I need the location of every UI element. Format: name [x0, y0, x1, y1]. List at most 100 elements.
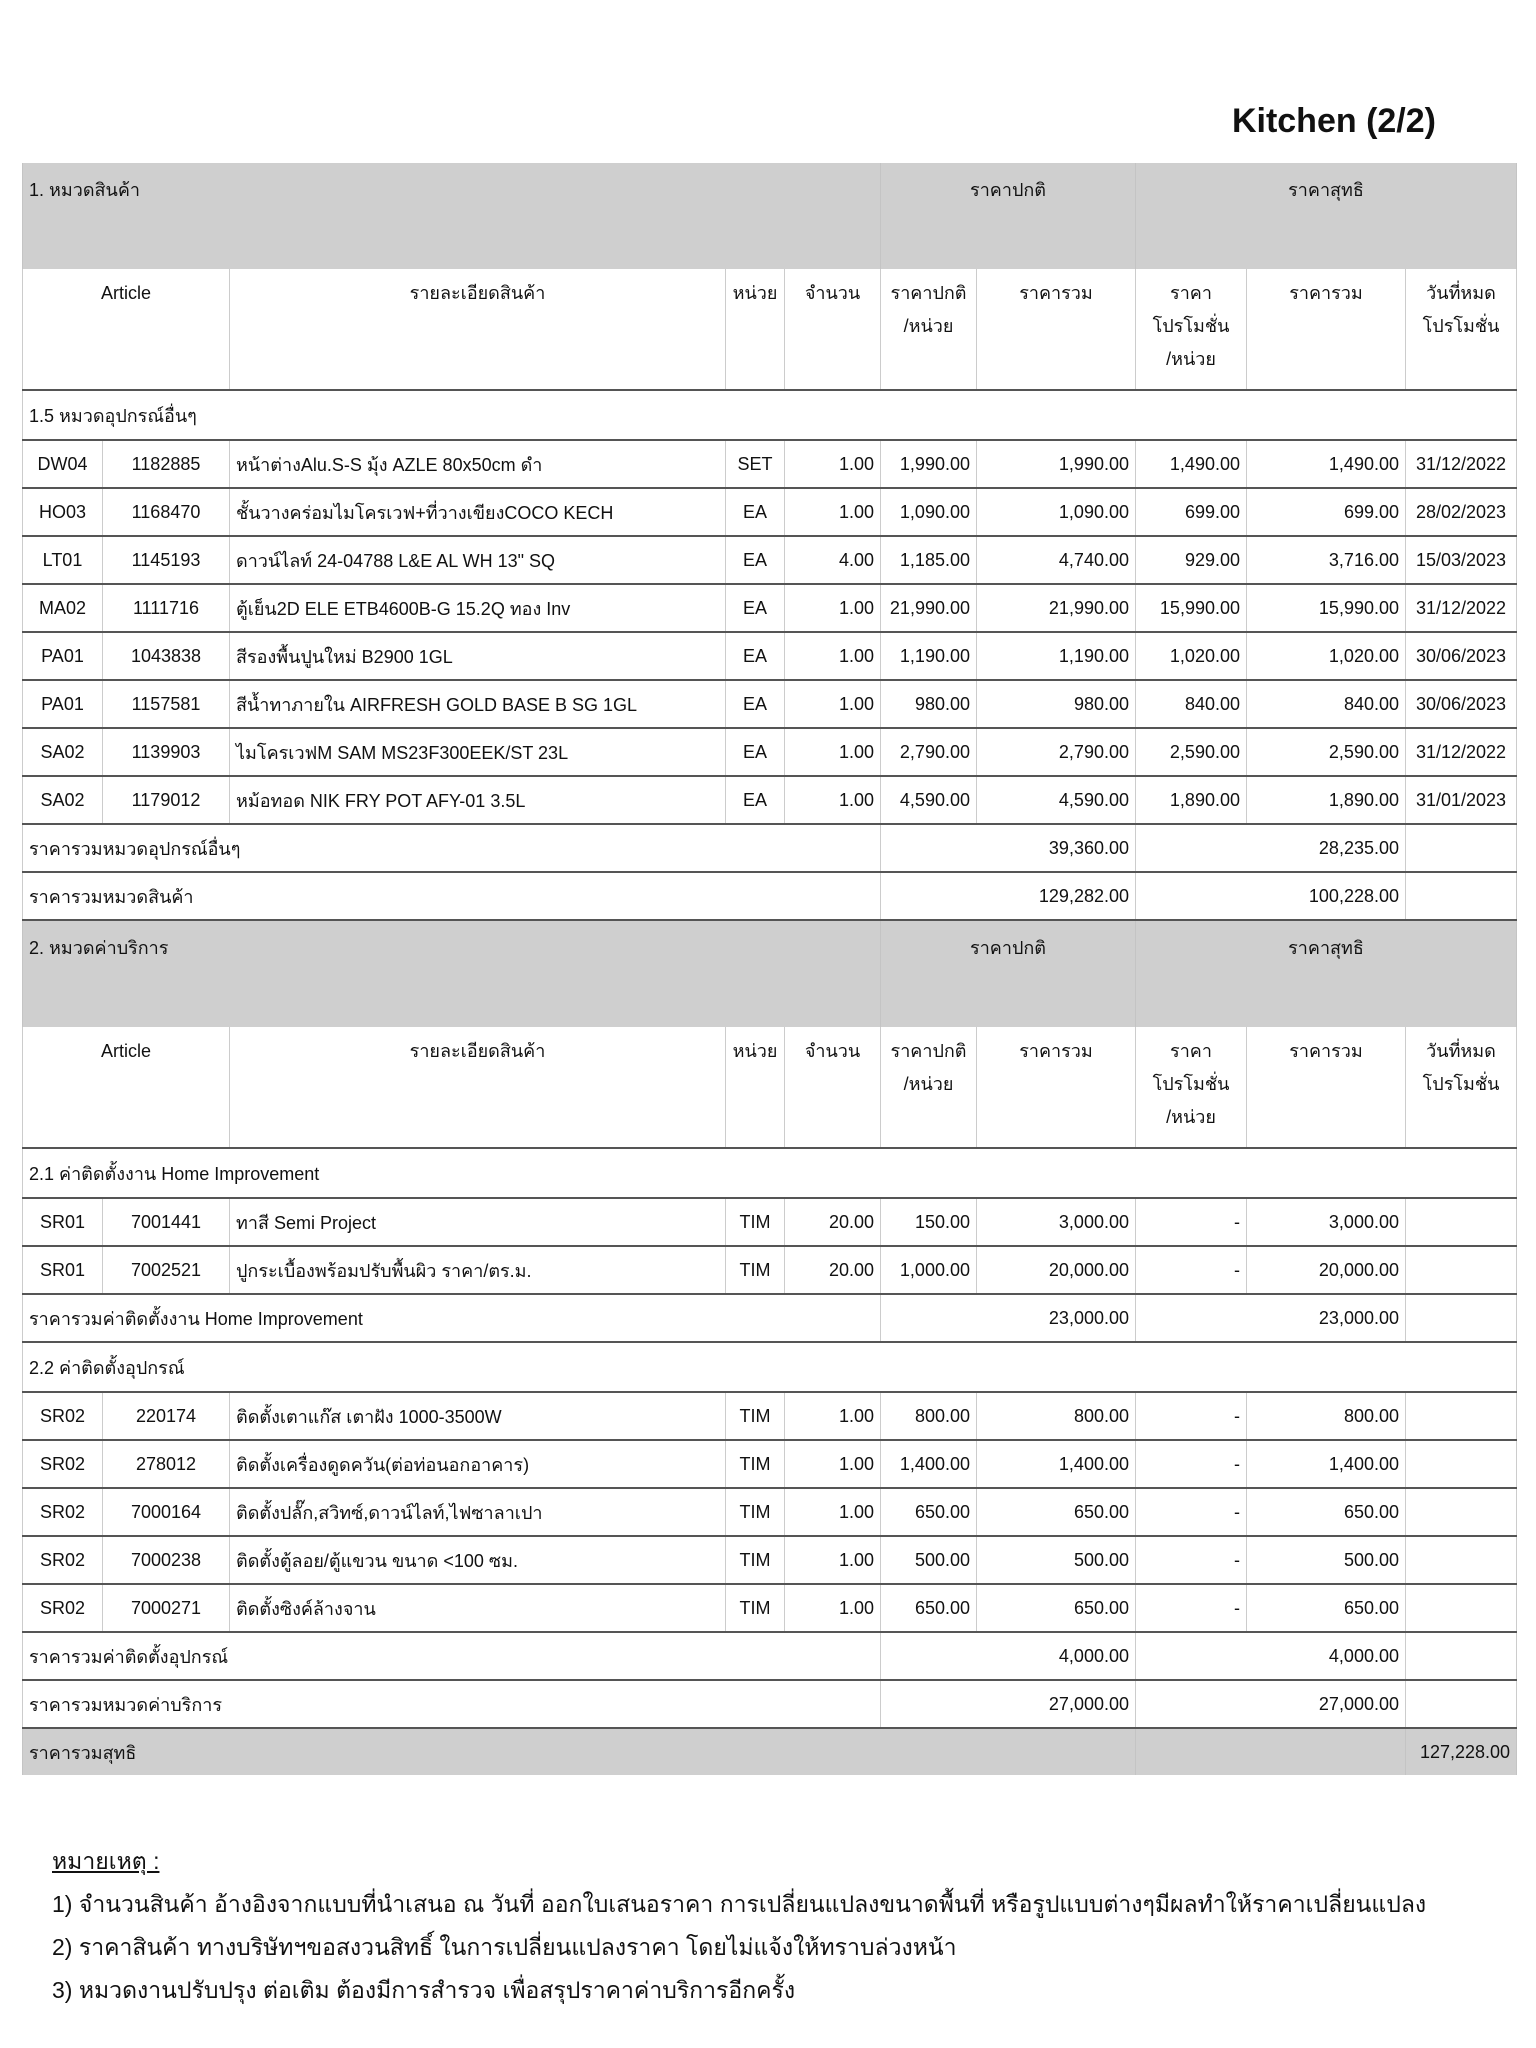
- subtotal-normal: 23,000.00: [880, 1294, 1136, 1343]
- cell: -: [1135, 1392, 1247, 1441]
- cell: HO03: [22, 488, 103, 537]
- cell: SA02: [22, 776, 103, 825]
- cell: DW04: [22, 440, 103, 489]
- cell: 4.00: [784, 536, 881, 585]
- cell: EA: [725, 584, 785, 633]
- cell: 1,890.00: [1246, 776, 1406, 825]
- cell: 840.00: [1246, 680, 1406, 729]
- cell: 2,590.00: [1246, 728, 1406, 777]
- note-line: 3) หมวดงานปรับปรุง ต่อเติม ต้องมีการสำรว…: [52, 1977, 796, 2003]
- cell: 980.00: [976, 680, 1136, 729]
- column-header: ราคาปกติ /หน่วย: [880, 1027, 977, 1149]
- cell: 650.00: [976, 1488, 1136, 1537]
- cell: 7000164: [102, 1488, 230, 1537]
- cell: 31/12/2022: [1404, 440, 1518, 489]
- cell: 500.00: [880, 1536, 977, 1585]
- cell: SR02: [22, 1584, 103, 1633]
- column-header: Article: [22, 1027, 230, 1149]
- row-row: SR02 7000164 ติดตั้งปลั๊ก,สวิทซ์,ดาวน์ไลท์…: [22, 1488, 1518, 1537]
- cell: ติดตั้งเครื่องดูดควัน(ต่อท่อนอกอาคาร): [229, 1440, 726, 1489]
- cell: 650.00: [880, 1584, 977, 1633]
- row-row: LT01 1145193 ดาวน์ไลท์ 24-04788 L&E AL WH …: [22, 536, 1518, 585]
- cell: สีน้ำทาภายใน AIRFRESH GOLD BASE B SG 1GL: [229, 680, 726, 729]
- row-row: MA02 1111716 ตู้เย็น2D ELE ETB4600B-G 15.2…: [22, 584, 1518, 633]
- cell: 1.00: [784, 1584, 881, 1633]
- cell: SR02: [22, 1440, 103, 1489]
- column-header: Article: [22, 269, 230, 391]
- cell: [1404, 824, 1518, 873]
- cell: [1404, 1632, 1518, 1681]
- cell: 1,185.00: [880, 536, 977, 585]
- row-row: SR02 7000238 ติดตั้งตู้ลอย/ตู้แขวน ขนาด <1…: [22, 1536, 1518, 1585]
- cell: MA02: [22, 584, 103, 633]
- quote-table: 1. หมวดสินค้า ราคาปกติ ราคาสุทธิ Article ราย…: [21, 163, 1518, 1775]
- cell: 7002521: [102, 1246, 230, 1295]
- cell: SR02: [22, 1488, 103, 1537]
- cell: 21,990.00: [976, 584, 1136, 633]
- cell: ดาวน์ไลท์ 24-04788 L&E AL WH 13" SQ: [229, 536, 726, 585]
- cell: [1404, 1440, 1518, 1489]
- cell: 800.00: [1246, 1392, 1406, 1441]
- cell: ไมโครเวฟM SAM MS23F300EEK/ST 23L: [229, 728, 726, 777]
- cell: [1404, 1680, 1518, 1729]
- cell: 1043838: [102, 632, 230, 681]
- cell: SET: [725, 440, 785, 489]
- notes-title: หมายเหตุ :: [52, 1848, 160, 1874]
- cell: ทาสี Semi Project: [229, 1198, 726, 1247]
- cell: [1404, 1536, 1518, 1585]
- cell: 4,740.00: [976, 536, 1136, 585]
- cell: 1,990.00: [976, 440, 1136, 489]
- cell: 4,590.00: [976, 776, 1136, 825]
- cell: 1,400.00: [880, 1440, 977, 1489]
- cell: EA: [725, 536, 785, 585]
- column-header: ราคารวม: [976, 269, 1136, 391]
- cell: ติดตั้งตู้ลอย/ตู้แขวน ขนาด <100 ซม.: [229, 1536, 726, 1585]
- cell: 7001441: [102, 1198, 230, 1247]
- cell: 1179012: [102, 776, 230, 825]
- cell: 3,000.00: [976, 1198, 1136, 1247]
- cell: 1139903: [102, 728, 230, 777]
- group-header: ราคาสุทธิ: [1134, 920, 1518, 1027]
- cell: 1145193: [102, 536, 230, 585]
- column-header: หน่วย: [725, 269, 785, 391]
- page-title: Kitchen (2/2): [1231, 102, 1436, 140]
- column-header: วันที่หมด โปรโมชั่น: [1404, 269, 1518, 391]
- cell: 1,090.00: [880, 488, 977, 537]
- cell: 1,190.00: [880, 632, 977, 681]
- cell: 980.00: [880, 680, 977, 729]
- section-total-normal: 27,000.00: [880, 1680, 1136, 1729]
- cell: 500.00: [1246, 1536, 1406, 1585]
- cell: 1,020.00: [1246, 632, 1406, 681]
- cell: [1404, 872, 1518, 921]
- column-header: รายละเอียดสินค้า: [229, 1027, 726, 1149]
- row-row: SR02 7000271 ติดตั้งซิงค์ล้างจาน TIM 1.00 650…: [22, 1584, 1518, 1633]
- cell: หน้าต่างAlu.S-S มุ้ง AZLE 80x50cm ดำ: [229, 440, 726, 489]
- column-header: วันที่หมด โปรโมชั่น: [1404, 1027, 1518, 1149]
- cell: หม้อทอด NIK FRY POT AFY-01 3.5L: [229, 776, 726, 825]
- cell: PA01: [22, 680, 103, 729]
- cell: 3,000.00: [1246, 1198, 1406, 1247]
- cell: 1.00: [784, 728, 881, 777]
- column-header: ราคา โปรโมชั่น /หน่วย: [1135, 1027, 1247, 1149]
- note-line: 1) จำนวนสินค้า อ้างอิงจากแบบที่นำเสนอ ณ …: [52, 1891, 1427, 1917]
- cols-row: Article รายละเอียดสินค้า หน่วย จำนวน ราคาปกต…: [22, 1027, 1518, 1149]
- cell: -: [1135, 1246, 1247, 1295]
- cell: 1,190.00: [976, 632, 1136, 681]
- cell: SR01: [22, 1198, 103, 1247]
- cell: 1.00: [784, 632, 881, 681]
- grand-total-value: 127,228.00: [1404, 1728, 1518, 1775]
- cell: ติดตั้งปลั๊ก,สวิทซ์,ดาวน์ไลท์,ไฟซาลาเปา: [229, 1488, 726, 1537]
- group-header: ราคาปกติ: [880, 920, 1136, 1027]
- cell: 1.00: [784, 776, 881, 825]
- cell: SR02: [22, 1392, 103, 1441]
- cell: TIM: [725, 1440, 785, 1489]
- grand-total-label: ราคารวมสุทธิ: [22, 1728, 1136, 1775]
- cell: 1157581: [102, 680, 230, 729]
- cell: 699.00: [1135, 488, 1247, 537]
- section-title: 1. หมวดสินค้า: [22, 163, 881, 269]
- cell: 1,490.00: [1246, 440, 1406, 489]
- cell: TIM: [725, 1392, 785, 1441]
- row-row: DW04 1182885 หน้าต่างAlu.S-S มุ้ง AZLE 80x…: [22, 440, 1518, 489]
- notes: หมายเหตุ : 1) จำนวนสินค้า อ้างอิงจากแบบท…: [52, 1840, 1426, 2012]
